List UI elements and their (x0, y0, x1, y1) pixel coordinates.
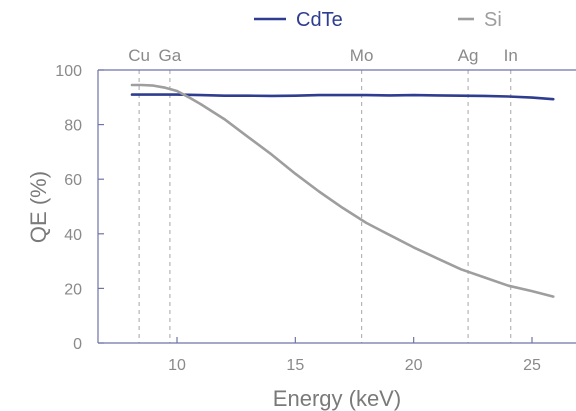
x-tick-label: 25 (523, 357, 541, 374)
ticks: 0 20 40 60 80 100 10 15 20 25 (55, 63, 541, 374)
edge-label-ga: Ga (159, 46, 182, 65)
edge-label-ag: Ag (458, 46, 479, 65)
series-line-cdte (130, 93, 555, 101)
legend-label-si: Si (484, 9, 502, 31)
x-tick-label: 20 (405, 357, 423, 374)
x-tick-label: 15 (286, 357, 304, 374)
series-line-si (130, 83, 555, 298)
edge-label-in: In (504, 46, 518, 65)
x-tick-label: 10 (168, 357, 186, 374)
y-tick-label: 20 (64, 281, 82, 298)
x-axis-title: Energy (keV) (273, 386, 401, 411)
series (130, 83, 555, 298)
y-tick-label: 100 (55, 63, 82, 80)
axes (97, 69, 576, 344)
y-tick-label: 40 (64, 227, 82, 244)
y-axis-title: QE (%) (26, 171, 51, 243)
edge-label-cu: Cu (128, 46, 150, 65)
legend: CdTe Si (254, 9, 502, 31)
y-tick-label: 60 (64, 172, 82, 189)
edge-label-mo: Mo (350, 46, 374, 65)
y-tick-label: 0 (73, 336, 82, 353)
legend-label-cdte: CdTe (296, 9, 343, 31)
absorption-edges: Cu Ga Mo Ag In (128, 46, 518, 343)
y-tick-label: 80 (64, 118, 82, 135)
